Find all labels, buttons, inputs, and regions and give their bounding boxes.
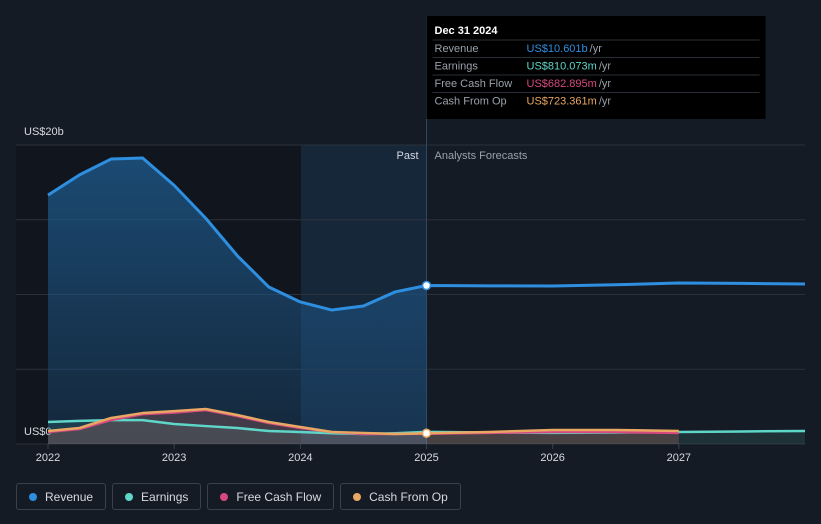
tooltip-date: Dec 31 2024 [435,25,499,37]
series-line [47,407,679,436]
y-tick-label: US$20b [24,126,64,138]
legend: Revenue Earnings Free Cash Flow Cash From O… [16,483,461,510]
hover-marker [421,280,432,291]
series-area [48,409,679,444]
tooltip-label: Free Cash Flow [435,78,513,90]
legend-label: Earnings [141,489,189,504]
forecast-label: Analysts Forecasts [435,150,528,162]
tooltip-unit: /yr [590,43,603,55]
x-tick-label: 2022 [36,452,60,464]
y-tick-label: US$0 [24,426,52,438]
series-line [47,156,806,312]
legend-label: Cash From Op [369,489,448,504]
tooltip-value: US$10.601b [527,43,588,55]
legend-label: Revenue [45,489,94,504]
tooltip-unit: /yr [599,60,612,72]
hover-marker [421,428,432,438]
tooltip-value: US$682.895m [527,78,597,90]
tooltip: Dec 31 2024 Revenue US$10.601b/yr Earnings U… [426,16,766,119]
legend-item[interactable]: Free Cash Flow [207,483,335,510]
legend-label: Free Cash Flow [236,489,322,504]
legend-swatch [29,492,37,501]
legend-swatch [353,492,362,501]
tooltip-label: Cash From Op [435,95,507,107]
tooltip-value: US$723.361m [527,95,597,107]
tooltip-box [426,16,766,119]
series-area [48,410,679,444]
x-tick-label: 2027 [667,452,691,464]
legend-swatch [125,492,134,501]
tooltip-unit: /yr [599,95,612,107]
legend-swatch [220,492,229,501]
x-tick-label: 2024 [288,452,312,464]
legend-item[interactable]: Earnings [112,483,202,510]
tooltip-label: Earnings [435,60,479,72]
x-tick-label: 2023 [162,452,186,464]
past-label: Past [396,150,418,162]
legend-item[interactable]: Revenue [16,483,107,510]
tooltip-value: US$810.073m [527,60,597,72]
revenue-area [48,158,427,444]
x-tick-label: 2025 [414,452,438,464]
x-tick-label: 2026 [540,452,564,464]
legend-item[interactable]: Cash From Op [340,483,461,510]
tooltip-unit: /yr [599,78,612,90]
tooltip-label: Revenue [435,43,479,55]
